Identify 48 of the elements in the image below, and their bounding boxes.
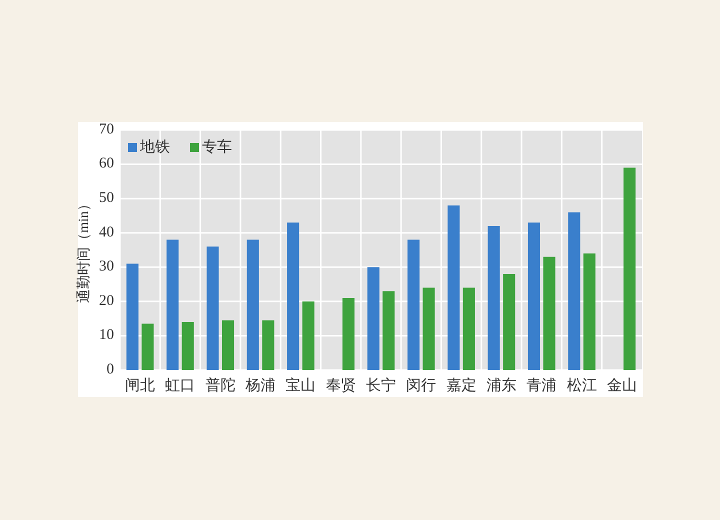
bar [206,246,219,370]
y-tick-label: 40 [99,224,114,240]
y-tick-label: 70 [99,121,114,138]
y-tick-label: 20 [99,292,114,309]
bar [422,288,435,370]
bar [166,240,179,370]
x-tick-label: 青浦 [526,377,557,394]
bar [503,274,516,370]
x-tick-label: 宝山 [286,377,316,394]
bar [142,324,154,370]
bar [262,320,274,370]
y-tick-label: 10 [99,327,114,344]
bar [568,212,580,370]
bar [408,240,420,370]
legend-label: 专车 [202,138,232,156]
x-tick-label: 闵行 [406,377,436,394]
bar [488,226,500,370]
y-tick-label: 50 [99,190,114,206]
bar [302,301,314,370]
legend-label: 地铁 [139,138,170,156]
bar [246,240,259,370]
bar [367,267,380,370]
y-tick-label: 60 [99,156,114,172]
bar [382,291,395,370]
bar [583,253,596,370]
x-tick-label: 嘉定 [446,377,476,394]
x-tick-label: 普陀 [205,377,236,394]
x-tick-label: 杨浦 [244,377,276,394]
bar [448,205,460,370]
bar [342,298,354,370]
x-tick-label: 金山 [606,377,637,394]
bar [543,256,556,370]
bar [222,320,234,370]
y-tick-label: 0 [106,361,114,378]
x-tick-label: 奉贤 [326,377,356,394]
y-tick-label: 30 [99,258,114,275]
x-tick-label: 长宁 [366,377,396,394]
bar [126,264,138,370]
bar [528,222,540,370]
x-tick-label: 闸北 [125,377,156,394]
bar [624,168,636,370]
bar [462,288,475,370]
x-tick-label: 松江 [566,377,597,394]
y-axis-title: 通勤时间（min） [76,197,92,303]
x-tick-label: 浦东 [486,377,516,394]
bar [182,322,194,370]
bar [287,222,300,370]
x-tick-label: 虹口 [165,377,196,394]
